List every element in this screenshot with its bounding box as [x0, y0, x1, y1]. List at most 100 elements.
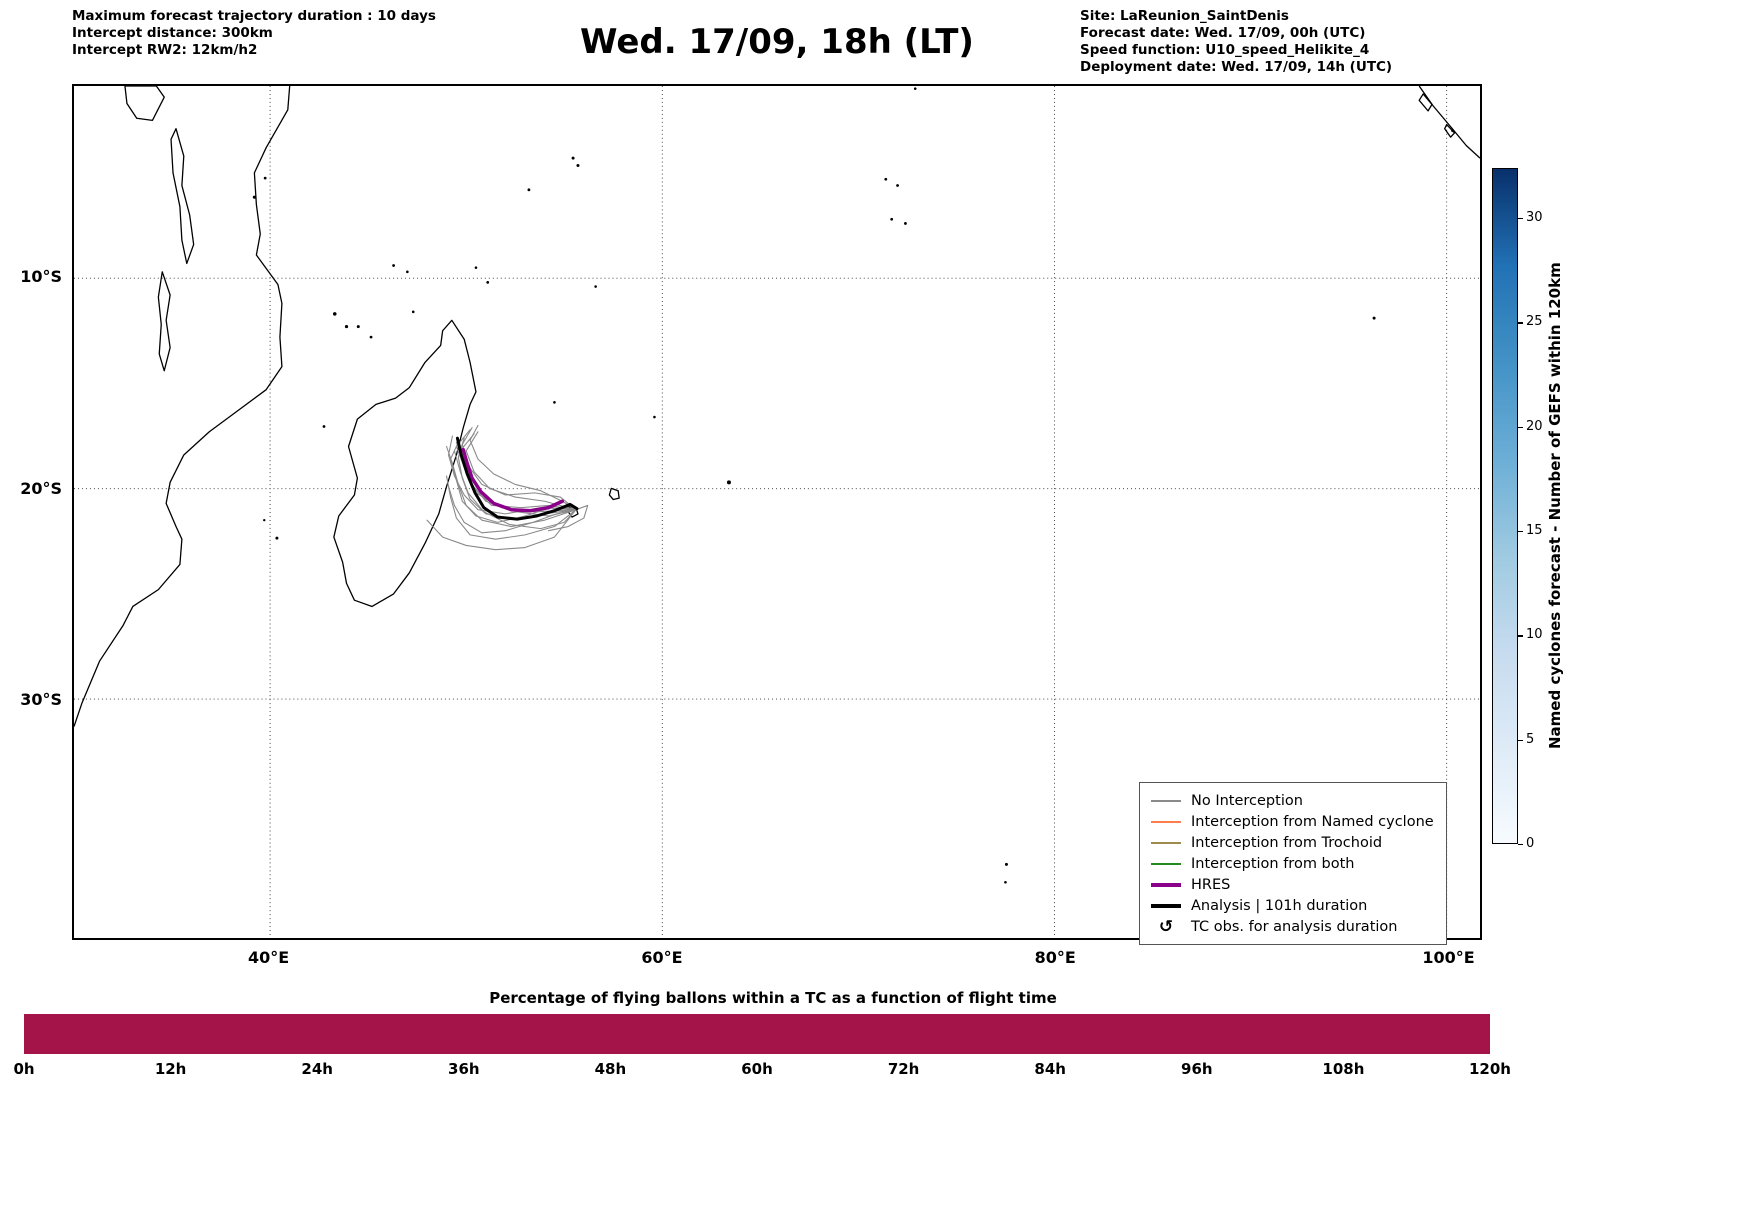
header-left-info: Maximum forecast trajectory duration : 1… [72, 8, 436, 59]
island-dot [263, 518, 266, 522]
island-dot [1004, 880, 1007, 884]
trajectory-no-interception [465, 431, 577, 511]
legend-item: No Interception [1150, 790, 1436, 811]
trajectory-no-interception [548, 504, 589, 532]
colorbar-tick-label: 0 [1526, 836, 1535, 851]
island-dot [263, 176, 267, 180]
island-dot [576, 164, 580, 168]
forecast-date-text: Forecast date: Wed. 17/09, 00h (UTC) [1080, 25, 1366, 41]
coastline-lake-malawi [157, 271, 171, 372]
x-tick-label: 60°E [641, 948, 683, 967]
colorbar-label: Named cyclones forecast - Number of GEFS… [1546, 262, 1564, 750]
coastline-lake-victoria [124, 86, 165, 121]
colorbar-tickmark [1518, 635, 1523, 637]
legend-label: Analysis | 101h duration [1191, 897, 1368, 914]
island-dot [884, 177, 888, 181]
legend-label: Interception from Trochoid [1191, 834, 1383, 851]
coastline-lake-tanganyika [170, 128, 195, 265]
speed-function-text: Speed function: U10_speed_Helikite_4 [1080, 42, 1370, 58]
flight-time-tick-label: 96h [1181, 1060, 1213, 1078]
trajectory-no-interception [447, 485, 577, 534]
map-canvas [74, 86, 1480, 938]
deployment-date-text: Deployment date: Wed. 17/09, 14h (UTC) [1080, 59, 1393, 75]
island-dot [726, 480, 731, 485]
island-dot [890, 217, 894, 221]
legend-label: Interception from both [1191, 855, 1355, 872]
tc-obs-icon: ↺ [1158, 916, 1174, 937]
island-dot [1372, 316, 1376, 320]
flight-time-bar [24, 1014, 1490, 1054]
flight-time-tick-label: 108h [1322, 1060, 1365, 1078]
legend-line-sample [1150, 799, 1182, 802]
flight-time-tick-label: 12h [154, 1060, 187, 1078]
legend-line-sample [1150, 882, 1182, 887]
coastline-mauritius [608, 487, 620, 501]
colorbar-tickmark [1518, 739, 1523, 742]
island-dot [486, 280, 490, 284]
coastline-africa-east-coast [74, 86, 291, 727]
island-dot [356, 325, 360, 329]
y-tick-label: 30°S [20, 689, 62, 709]
colorbar-tick-label: 25 [1526, 314, 1543, 330]
map-legend: No Interception Interception from Named c… [1139, 782, 1447, 945]
trajectory-no-interception [461, 427, 577, 511]
legend-line-sample [1150, 862, 1182, 865]
island-dot [411, 310, 415, 314]
coastline-siberut-island [1418, 93, 1433, 112]
y-tick-label: 10°S [20, 267, 62, 287]
intercept-rw2-text: Intercept RW2: 12km/h2 [72, 42, 258, 58]
flight-time-tick-label: 36h [448, 1060, 480, 1078]
legend-item: ↺ TC obs. for analysis duration [1150, 916, 1436, 937]
island-dot [406, 270, 409, 274]
colorbar-tickmark [1518, 218, 1523, 220]
legend-label: TC obs. for analysis duration [1191, 918, 1398, 935]
colorbar-tickmark [1518, 531, 1523, 533]
flight-time-tick-label: 24h [301, 1060, 333, 1078]
y-tick-label: 20°S [20, 478, 62, 498]
island-dot [594, 285, 597, 288]
island-dot [322, 425, 326, 428]
flight-time-tick-label: 120h [1469, 1060, 1511, 1078]
island-dot [332, 312, 337, 316]
flight-time-tick-label: 48h [594, 1060, 627, 1078]
colorbar-tick-label: 30 [1526, 210, 1543, 226]
legend-label: No Interception [1191, 792, 1303, 809]
coastline-sumatra-coast [1418, 86, 1480, 159]
island-dot [344, 324, 349, 329]
flight-time-tick-label: 0h [13, 1060, 35, 1078]
island-dot [474, 266, 478, 269]
island-dot [653, 415, 656, 419]
island-dot [1451, 129, 1454, 133]
x-tick-label: 80°E [1034, 948, 1076, 967]
island-dot [913, 87, 917, 90]
intercept-distance-text: Intercept distance: 300km [72, 25, 273, 41]
island-dot [904, 222, 907, 225]
trajectory-hres [461, 447, 565, 513]
flight-time-tick-label: 84h [1034, 1060, 1066, 1078]
island-dot [571, 156, 575, 160]
legend-label: HRES [1191, 876, 1231, 893]
colorbar-gradient [1492, 168, 1518, 844]
colorbar-tick-label: 5 [1526, 731, 1535, 747]
site-text: Site: LaReunion_SaintDenis [1080, 8, 1289, 24]
colorbar-tick-label: 15 [1526, 523, 1543, 539]
legend-item: Analysis | 101h duration [1150, 895, 1436, 916]
island-dot [392, 264, 395, 267]
colorbar-tickmark [1518, 844, 1523, 846]
legend-label: Interception from Named cyclone [1191, 813, 1434, 830]
coastline-madagascar [333, 319, 477, 608]
legend-line-sample [1150, 903, 1182, 908]
legend-line-sample [1150, 820, 1182, 823]
legend-item: Interception from Trochoid [1150, 832, 1436, 853]
trajectory-no-interception [445, 445, 577, 528]
legend-item: HRES [1150, 874, 1436, 895]
island-dot [275, 536, 279, 540]
x-tick-label: 40°E [248, 948, 290, 967]
legend-item: Interception from Named cyclone [1150, 811, 1436, 832]
colorbar-tick-label: 10 [1526, 627, 1543, 643]
legend-line-sample [1150, 841, 1182, 844]
island-dot [527, 188, 531, 192]
flight-time-tick-label: 72h [887, 1060, 920, 1078]
colorbar-tickmark [1518, 322, 1523, 324]
colorbar-tick-label: 20 [1526, 418, 1543, 434]
